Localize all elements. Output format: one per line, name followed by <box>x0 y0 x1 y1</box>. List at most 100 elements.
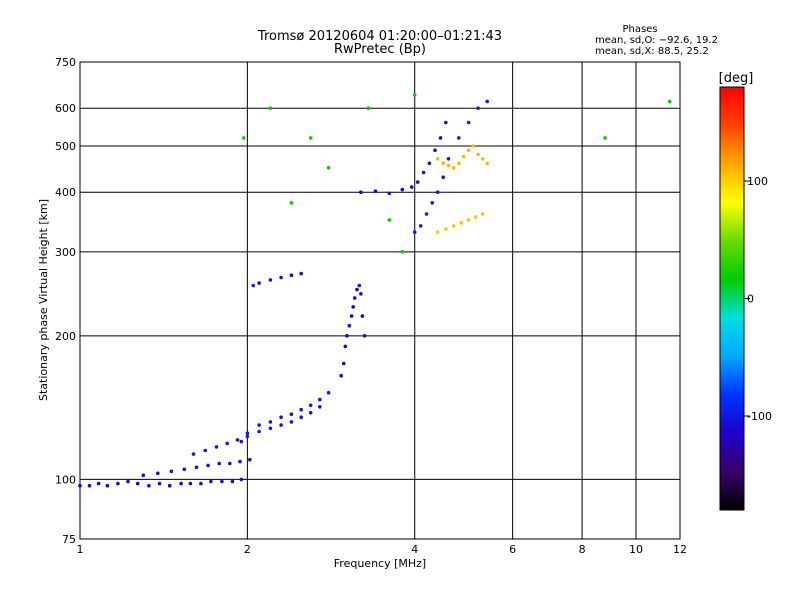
data-point <box>241 136 246 140</box>
data-point <box>279 415 283 420</box>
data-points <box>78 93 672 488</box>
data-point <box>667 99 672 104</box>
data-point <box>400 250 405 254</box>
data-point <box>308 410 313 415</box>
data-point <box>299 407 304 412</box>
data-point <box>217 461 221 466</box>
data-point <box>459 221 464 225</box>
data-point <box>279 275 283 280</box>
data-point <box>476 152 480 157</box>
data-point <box>209 479 213 484</box>
data-point <box>326 390 331 395</box>
x-axis: 1 2 4 6 8 10 12 <box>77 543 688 556</box>
x-tick-label: 8 <box>579 543 586 556</box>
data-point <box>169 469 174 474</box>
data-point <box>105 483 110 488</box>
data-point <box>424 212 429 216</box>
data-point <box>446 163 451 168</box>
colorbar-tick-label: 0 <box>747 293 754 306</box>
data-point <box>471 144 476 148</box>
data-point <box>485 161 490 166</box>
data-point <box>446 157 451 161</box>
data-point <box>341 361 346 366</box>
x-tick-label: 1 <box>77 543 84 556</box>
data-point <box>268 420 273 424</box>
data-point <box>400 187 405 192</box>
y-tick-label: 100 <box>55 473 76 486</box>
x-tick-label: 10 <box>629 543 643 556</box>
colorbar <box>719 86 745 511</box>
data-point <box>355 287 359 292</box>
data-point <box>347 323 352 328</box>
series-x-mode-f2 <box>435 144 490 170</box>
data-point <box>435 230 440 234</box>
data-point <box>345 334 349 338</box>
data-point <box>245 431 250 436</box>
plot-area <box>79 61 681 540</box>
data-point <box>214 445 219 449</box>
data-point <box>444 227 448 231</box>
y-tick-label: 300 <box>55 246 76 259</box>
data-point <box>157 481 162 486</box>
data-point <box>373 189 378 193</box>
data-point <box>430 201 435 205</box>
series-es-low-band <box>141 457 252 478</box>
data-point <box>362 334 367 338</box>
x-tick-label: 6 <box>509 543 516 556</box>
data-point <box>147 483 151 488</box>
series-f1-upper <box>239 390 331 444</box>
data-point <box>457 136 461 140</box>
data-point <box>441 161 446 166</box>
data-point <box>268 278 273 282</box>
series-f2-upper <box>412 99 490 234</box>
data-point <box>412 230 417 234</box>
data-point <box>228 461 232 466</box>
y-tick-label: 600 <box>55 102 76 115</box>
data-point <box>603 136 607 140</box>
data-point <box>191 452 196 456</box>
data-point <box>289 273 294 278</box>
data-point <box>480 212 485 216</box>
data-point <box>485 99 490 104</box>
phases-o-stats: mean, sd,O: −92.6, 19.2 <box>595 35 718 46</box>
data-point <box>412 93 417 97</box>
y-tick-label: 500 <box>55 140 76 153</box>
chart-subtitle: RwPretec (Bp) <box>334 42 426 57</box>
data-point <box>351 305 356 309</box>
data-point <box>451 166 456 170</box>
data-point <box>182 467 187 472</box>
grid <box>80 62 680 539</box>
data-point <box>289 420 294 424</box>
x-tick-label: 2 <box>244 543 251 556</box>
data-point <box>289 201 294 205</box>
data-point <box>235 438 240 442</box>
data-point <box>78 483 82 488</box>
data-point <box>199 481 203 486</box>
y-tick-label: 400 <box>55 186 76 199</box>
data-point <box>409 185 414 189</box>
data-point <box>438 136 443 140</box>
data-point <box>206 463 210 468</box>
data-point <box>156 471 160 476</box>
chart-title: Tromsø 20120604 01:20:00–01:21:43 <box>257 29 502 44</box>
data-point <box>289 412 294 417</box>
data-point <box>357 283 362 288</box>
y-tick-label: 75 <box>62 533 76 546</box>
data-point <box>239 439 244 444</box>
y-axis: 75 100 200 300 400 500 600 750 <box>55 56 76 546</box>
data-point <box>167 483 172 488</box>
data-point <box>352 296 357 300</box>
data-point <box>427 161 432 166</box>
data-point <box>268 426 273 431</box>
series-f1-spur <box>251 271 304 288</box>
data-point <box>466 218 471 222</box>
y-axis-label: Stationary phase Virtual Height [km] <box>37 199 50 401</box>
data-point <box>360 314 365 318</box>
y-tick-label: 200 <box>55 330 76 343</box>
phases-heading: Phases <box>622 24 657 35</box>
data-point <box>126 479 130 484</box>
data-point <box>461 154 466 159</box>
data-point <box>188 481 193 486</box>
data-point <box>421 170 426 175</box>
data-point <box>179 481 183 486</box>
